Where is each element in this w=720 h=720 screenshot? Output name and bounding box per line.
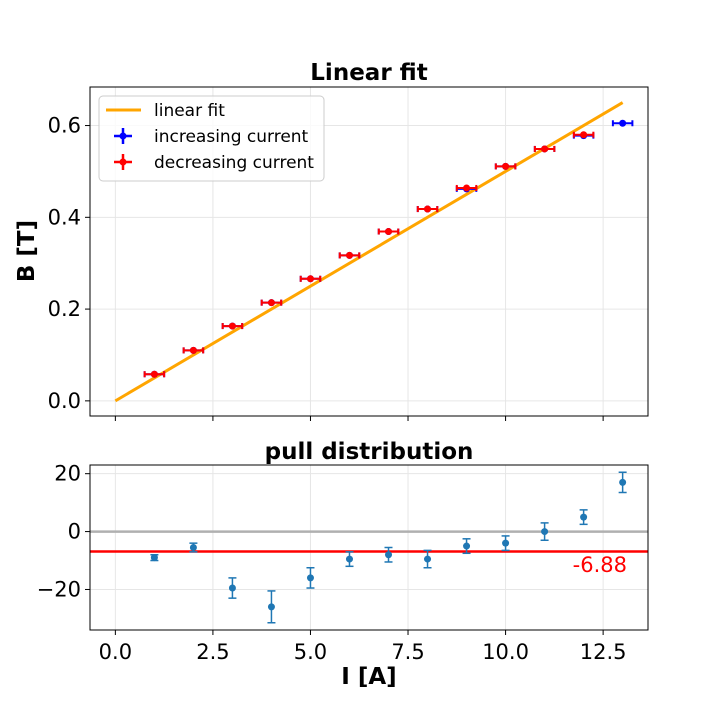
pull-x-tick-label: 12.5 [580, 640, 627, 664]
pull-marker [502, 539, 510, 547]
pull-x-tick-label: 7.5 [391, 640, 424, 664]
pull-marker [541, 528, 549, 536]
marker [150, 370, 158, 378]
legend-box [98, 95, 325, 182]
mean-pull-label: -6.88 [573, 553, 627, 577]
linear-fit-frame [89, 86, 649, 417]
pull-point [423, 549, 432, 569]
marker [385, 228, 393, 236]
marker [345, 251, 353, 259]
pull-marker [580, 513, 588, 521]
data-point [143, 370, 166, 378]
pull-y-tick-label: −20 [37, 577, 81, 601]
marker [306, 275, 314, 283]
pull-marker [345, 555, 353, 563]
marker [228, 322, 236, 330]
pull-series [150, 471, 627, 624]
data-point [416, 205, 439, 213]
linear-fit-y-tick-label: 0.0 [48, 389, 81, 413]
pull-title: pull distribution [265, 439, 474, 465]
data-point [182, 346, 205, 354]
pull-marker [385, 551, 393, 559]
pull-frame [89, 464, 649, 631]
marker [502, 162, 510, 170]
linear-fit-panel: 0.0 0.2 0.4 0.6 Linear fit B [T] linear fit… [14, 60, 649, 421]
legend-decreasing-label: decreasing current [154, 153, 314, 173]
legend-linear-fit-label: linear fit [154, 101, 225, 121]
data-point [455, 184, 478, 192]
linear-fit-y-tick-label: 0.2 [48, 297, 81, 321]
pull-marker [228, 584, 236, 592]
linear-fit-x-ticks [114, 416, 604, 421]
data-point [221, 322, 244, 330]
pull-x-label: I [A] [341, 664, 396, 690]
marker [189, 346, 197, 354]
pull-marker [150, 554, 158, 562]
pull-point [150, 553, 159, 562]
marker [580, 131, 588, 139]
data-point [494, 162, 517, 170]
pull-x-tick-label: 10.0 [482, 640, 529, 664]
pull-y-ticks: 20 0 −20 [37, 462, 90, 601]
pull-marker [306, 574, 314, 582]
pull-x-ticks: 0.0 2.5 5.0 7.5 10.0 12.5 [99, 630, 627, 664]
pull-y-tick-label: 20 [54, 462, 81, 486]
pull-marker [267, 603, 275, 611]
legend-increasing-label: increasing current [154, 127, 309, 147]
pull-x-tick-label: 5.0 [294, 640, 327, 664]
linear-fit-y-tick-label: 0.4 [48, 205, 81, 229]
legend: linear fit increasing current decreasing… [98, 95, 325, 182]
pull-x-tick-label: 2.5 [196, 640, 229, 664]
data-point [299, 275, 322, 283]
pull-distribution-panel: 0.0 2.5 5.0 7.5 10.0 12.5 20 0 −20 pull distrib… [37, 439, 649, 690]
linear-fit-series [143, 119, 634, 378]
pull-plot-area [90, 465, 648, 630]
data-point [572, 131, 595, 139]
pull-point [228, 577, 237, 599]
pull-marker [619, 478, 627, 486]
data-point [611, 119, 634, 127]
pull-point [501, 535, 510, 552]
pull-point [579, 509, 588, 526]
decreasing-current-series [143, 131, 595, 378]
marker [424, 205, 432, 213]
pull-marker [463, 542, 471, 550]
marker [541, 145, 549, 153]
pull-point [189, 542, 198, 553]
pull-y-tick-label: 0 [68, 520, 81, 544]
marker [619, 119, 627, 127]
legend-increasing-swatch [114, 128, 132, 144]
pull-point [462, 538, 471, 555]
pull-point [540, 522, 549, 542]
pull-marker [189, 544, 197, 551]
data-point [260, 299, 283, 307]
data-point [377, 228, 400, 236]
marker [463, 184, 471, 192]
pull-marker [424, 555, 432, 563]
pull-points [150, 471, 627, 624]
legend-decreasing-swatch [114, 154, 132, 170]
pull-point [345, 551, 354, 568]
data-point [533, 145, 556, 153]
linear-fit-title: Linear fit [310, 60, 427, 86]
linear-fit-y-tick-label: 0.6 [48, 114, 81, 138]
linear-fit-y-label: B [T] [14, 220, 40, 282]
data-point [338, 251, 361, 259]
marker [267, 299, 275, 307]
pull-reference-lines [90, 530, 648, 553]
pull-point [618, 471, 627, 494]
pull-point [306, 567, 315, 589]
pull-point [267, 590, 276, 624]
pull-x-tick-label: 0.0 [99, 640, 132, 664]
pull-point [384, 546, 393, 563]
linear-fit-y-ticks: 0.0 0.2 0.4 0.6 [48, 114, 90, 413]
